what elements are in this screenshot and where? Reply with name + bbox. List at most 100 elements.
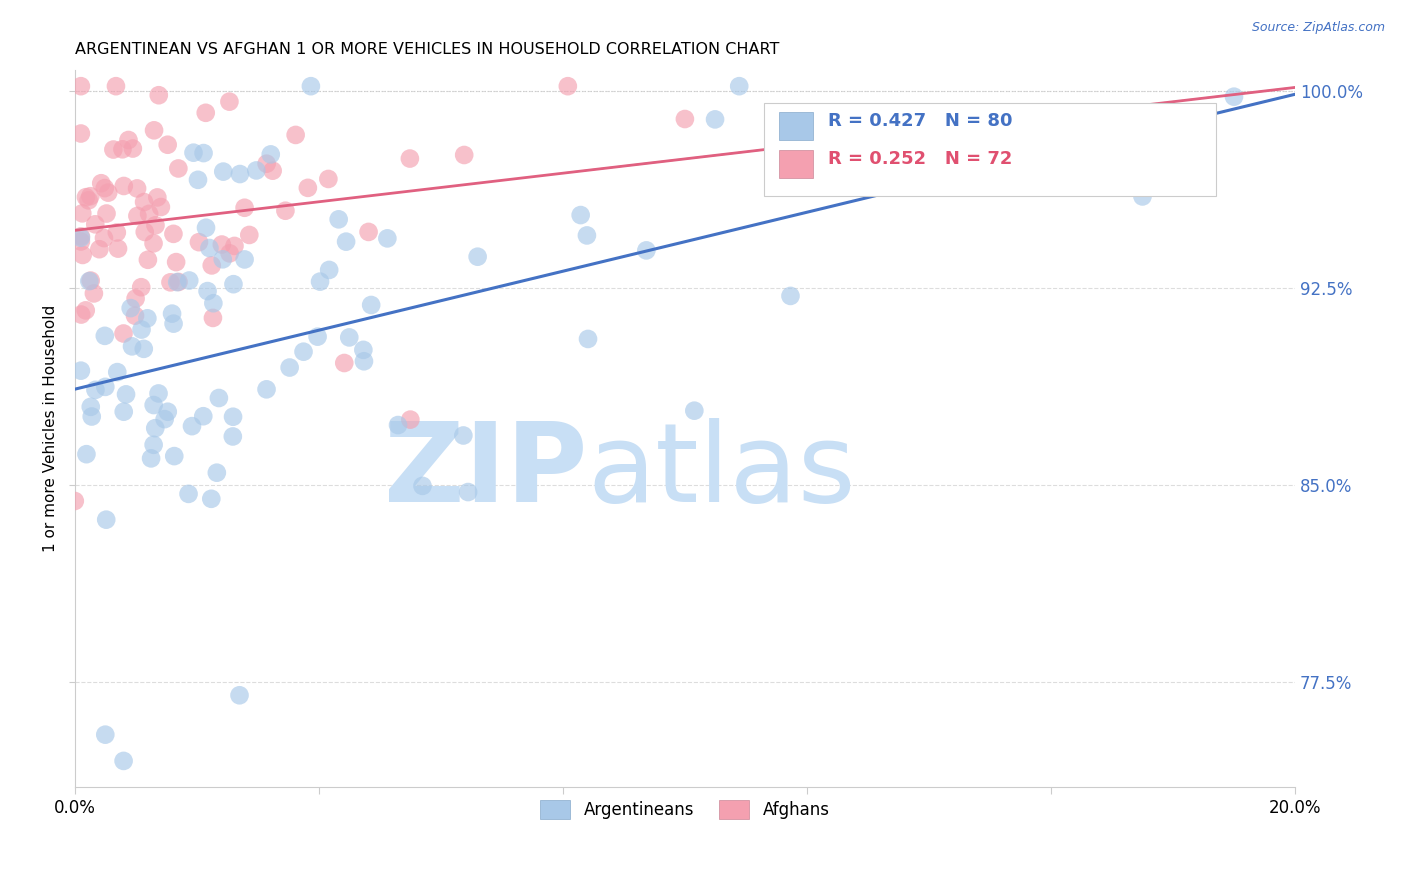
Point bbox=[728, 79, 751, 94]
Point bbox=[274, 203, 297, 218]
Point bbox=[79, 189, 101, 203]
Point bbox=[84, 383, 107, 397]
Point bbox=[111, 142, 134, 156]
Point bbox=[80, 400, 103, 414]
Point bbox=[124, 309, 146, 323]
Point bbox=[228, 688, 250, 702]
Point bbox=[136, 311, 159, 326]
Point bbox=[159, 276, 181, 290]
Point bbox=[193, 409, 215, 424]
Point bbox=[399, 412, 422, 426]
Point bbox=[70, 127, 93, 141]
Point bbox=[131, 322, 153, 336]
Point bbox=[103, 143, 125, 157]
Point bbox=[136, 252, 159, 267]
Point bbox=[576, 332, 599, 346]
Point bbox=[93, 231, 115, 245]
Point bbox=[195, 220, 218, 235]
Point bbox=[198, 241, 221, 255]
Point bbox=[181, 419, 204, 434]
Point bbox=[146, 190, 169, 204]
Point bbox=[297, 181, 319, 195]
Point bbox=[97, 186, 120, 200]
Point bbox=[779, 289, 801, 303]
Point bbox=[187, 173, 209, 187]
Point bbox=[683, 403, 706, 417]
Text: Source: ZipAtlas.com: Source: ZipAtlas.com bbox=[1251, 21, 1385, 34]
Point bbox=[70, 364, 93, 378]
Point bbox=[75, 303, 97, 318]
Text: atlas: atlas bbox=[588, 418, 856, 525]
Point bbox=[167, 275, 190, 289]
Point bbox=[70, 235, 93, 249]
Text: ARGENTINEAN VS AFGHAN 1 OR MORE VEHICLES IN HOUSEHOLD CORRELATION CHART: ARGENTINEAN VS AFGHAN 1 OR MORE VEHICLES… bbox=[75, 42, 779, 57]
Point bbox=[299, 79, 322, 94]
Point bbox=[94, 380, 117, 394]
Point bbox=[245, 163, 267, 178]
Legend: Argentineans, Afghans: Argentineans, Afghans bbox=[534, 793, 837, 825]
Point bbox=[222, 409, 245, 424]
Point bbox=[167, 161, 190, 176]
Point bbox=[557, 79, 579, 94]
Point bbox=[218, 95, 240, 109]
Point bbox=[75, 447, 97, 461]
Point bbox=[218, 246, 240, 260]
Point bbox=[467, 250, 489, 264]
Point bbox=[318, 172, 340, 186]
Point bbox=[879, 124, 901, 138]
Point bbox=[673, 112, 696, 126]
Point bbox=[121, 339, 143, 353]
Point bbox=[636, 244, 658, 258]
Point bbox=[222, 429, 245, 443]
Point bbox=[112, 326, 135, 341]
Point bbox=[80, 274, 103, 288]
Point bbox=[112, 754, 135, 768]
Point bbox=[94, 728, 117, 742]
Point bbox=[104, 79, 127, 94]
Point bbox=[229, 167, 252, 181]
Point bbox=[337, 330, 360, 344]
Point bbox=[120, 301, 142, 315]
Point bbox=[139, 451, 162, 466]
Point bbox=[318, 263, 340, 277]
Point bbox=[166, 275, 188, 289]
Point bbox=[63, 494, 86, 508]
Point bbox=[187, 235, 209, 249]
Point bbox=[193, 146, 215, 161]
Point bbox=[224, 239, 246, 253]
Point bbox=[201, 310, 224, 325]
Point bbox=[70, 308, 93, 322]
Point bbox=[278, 360, 301, 375]
Point bbox=[411, 479, 433, 493]
Point bbox=[309, 275, 332, 289]
Point bbox=[575, 228, 598, 243]
Point bbox=[256, 157, 278, 171]
Point bbox=[160, 307, 183, 321]
Point bbox=[134, 225, 156, 239]
Point bbox=[165, 255, 187, 269]
Point bbox=[453, 148, 475, 162]
Point bbox=[377, 231, 399, 245]
Point bbox=[156, 405, 179, 419]
Point bbox=[112, 405, 135, 419]
Point bbox=[183, 145, 205, 160]
Point bbox=[353, 354, 375, 368]
Point bbox=[569, 208, 592, 222]
Bar bbox=[779, 151, 813, 178]
Point bbox=[211, 237, 233, 252]
Point bbox=[194, 105, 217, 120]
Point bbox=[233, 252, 256, 267]
Point bbox=[284, 128, 307, 142]
Point bbox=[70, 231, 93, 245]
FancyBboxPatch shape bbox=[765, 103, 1216, 196]
Point bbox=[96, 513, 118, 527]
Point bbox=[233, 201, 256, 215]
Point bbox=[256, 382, 278, 396]
Point bbox=[132, 342, 155, 356]
Point bbox=[360, 298, 382, 312]
Point bbox=[262, 163, 284, 178]
Point bbox=[143, 123, 166, 137]
Point bbox=[200, 491, 222, 506]
Point bbox=[117, 133, 139, 147]
Point bbox=[70, 229, 93, 244]
